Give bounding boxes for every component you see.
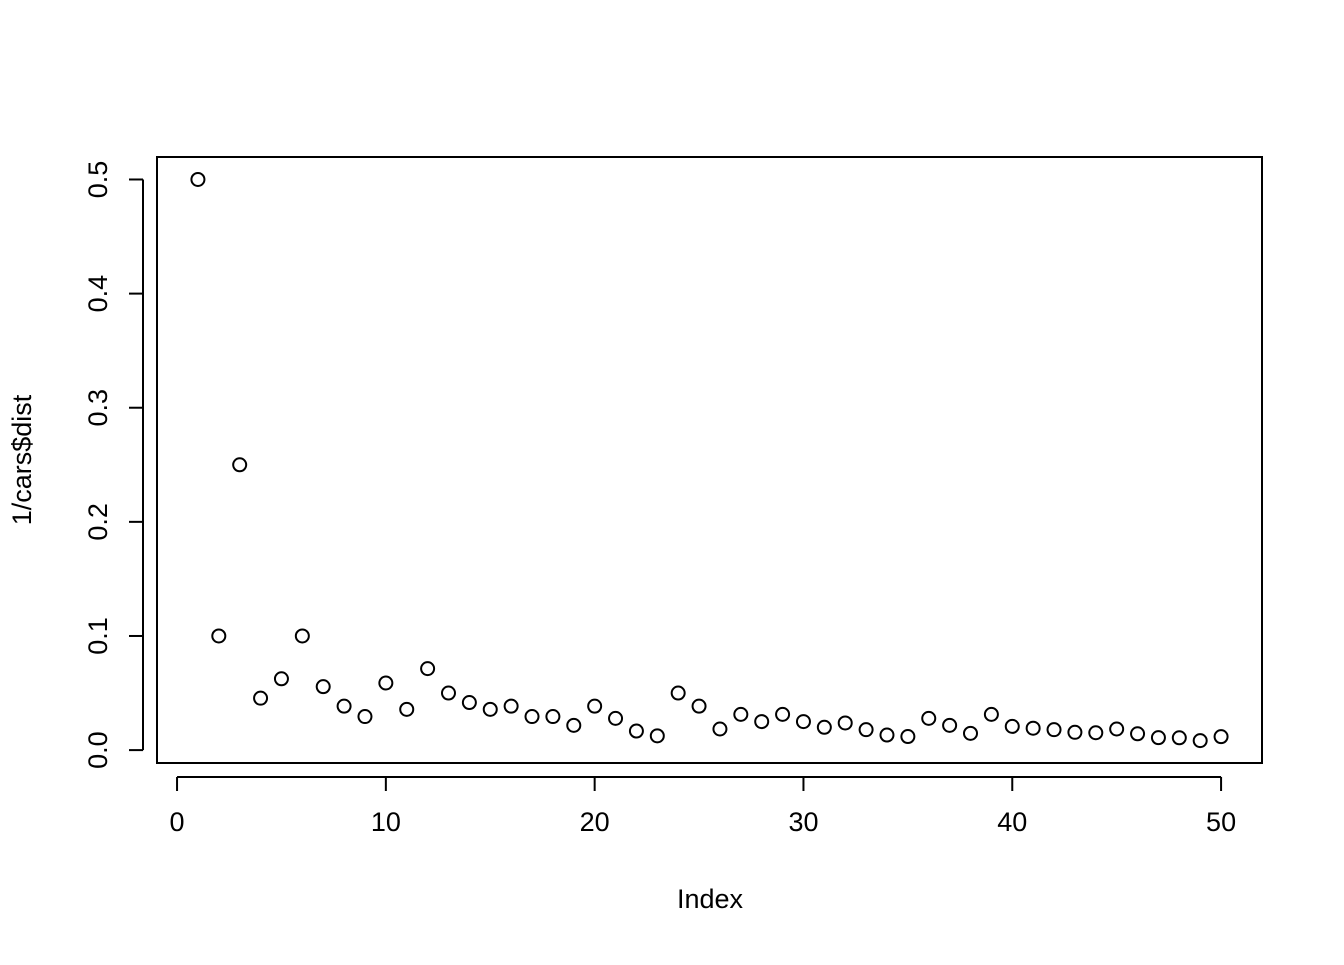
point <box>482 701 498 717</box>
point <box>1171 730 1187 746</box>
point <box>1088 725 1104 741</box>
point <box>566 717 582 733</box>
point <box>754 714 770 730</box>
x-tick-label: 40 <box>997 807 1027 837</box>
point <box>524 709 540 725</box>
x-tick-label: 30 <box>788 807 818 837</box>
x-tick-label: 20 <box>580 807 610 837</box>
y-tick-label: 0.4 <box>83 275 113 313</box>
point <box>1192 733 1208 749</box>
point <box>942 717 958 733</box>
point <box>816 719 832 735</box>
point <box>211 628 227 644</box>
point <box>336 698 352 714</box>
point <box>1004 718 1020 734</box>
point <box>1150 730 1166 746</box>
point <box>858 722 874 738</box>
point <box>1067 724 1083 740</box>
point <box>1046 722 1062 738</box>
point <box>1025 720 1041 736</box>
point <box>795 714 811 730</box>
point <box>628 723 644 739</box>
point <box>649 728 665 744</box>
point <box>1213 729 1229 745</box>
point <box>963 725 979 741</box>
point <box>587 698 603 714</box>
point <box>503 698 519 714</box>
y-tick-label: 0.5 <box>83 161 113 199</box>
x-tick-label: 10 <box>371 807 401 837</box>
point <box>315 679 331 695</box>
point <box>357 709 373 725</box>
point <box>545 709 561 725</box>
y-tick-label: 0.3 <box>83 389 113 427</box>
point <box>879 727 895 743</box>
y-tick-label: 0.1 <box>83 617 113 655</box>
x-axis-title: Index <box>677 884 744 914</box>
point <box>775 706 791 722</box>
point <box>273 671 289 687</box>
y-axis-title: 1/cars$dist <box>7 394 37 525</box>
point <box>253 690 269 706</box>
point <box>733 706 749 722</box>
point <box>294 628 310 644</box>
point <box>712 721 728 737</box>
plot-frame <box>156 156 1263 764</box>
point <box>608 710 624 726</box>
point <box>232 457 248 473</box>
point <box>420 661 436 677</box>
x-tick-label: 50 <box>1206 807 1236 837</box>
y-tick-label: 0.2 <box>83 503 113 541</box>
point <box>837 715 853 731</box>
point <box>670 685 686 701</box>
point <box>1130 726 1146 742</box>
point <box>983 706 999 722</box>
point <box>378 675 394 691</box>
point <box>399 701 415 717</box>
point <box>190 171 206 187</box>
y-tick-label: 0.0 <box>83 731 113 769</box>
point <box>921 710 937 726</box>
point <box>900 729 916 745</box>
x-tick-label: 0 <box>170 807 185 837</box>
point <box>461 695 477 711</box>
point <box>1109 721 1125 737</box>
point <box>691 698 707 714</box>
point <box>440 685 456 701</box>
